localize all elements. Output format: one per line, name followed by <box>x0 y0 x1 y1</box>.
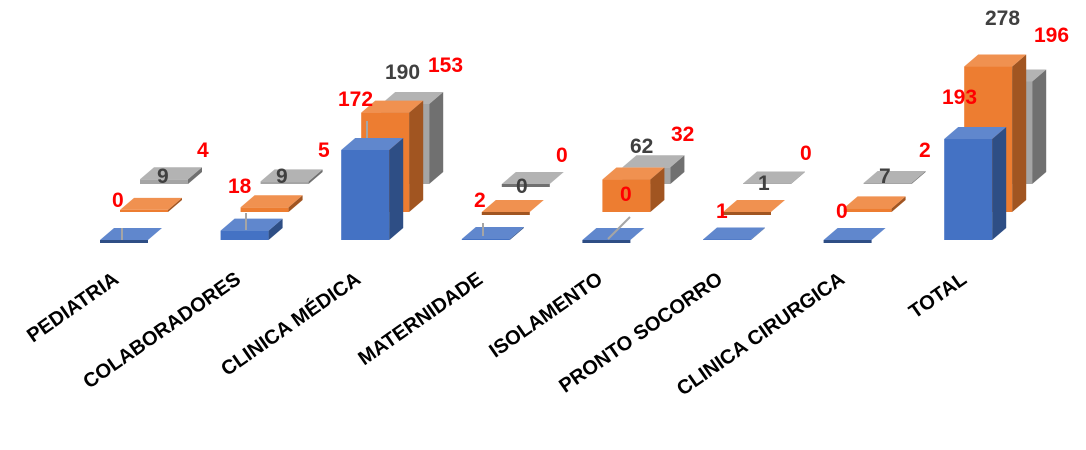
bar-total-series-1 <box>944 127 1007 240</box>
data-label: 193 <box>942 86 977 109</box>
bar-colaboradores-series-3 <box>260 169 323 184</box>
bar-pediatria-series-2 <box>120 197 182 212</box>
data-label: 2 <box>919 139 931 162</box>
category-label: PEDIATRIA <box>23 268 123 347</box>
category-label: ISOLAMENTO <box>485 268 607 362</box>
data-label: 1 <box>716 200 728 223</box>
data-label: 4 <box>197 139 209 162</box>
bar-clinica-medica-series-1 <box>341 138 404 240</box>
data-label: 196 <box>1034 24 1069 47</box>
bar-pediatria-series-3 <box>140 167 202 184</box>
data-label: 278 <box>985 7 1020 30</box>
data-label: 153 <box>428 54 463 77</box>
bar-clinica-cirurgica-series-1 <box>823 228 886 243</box>
category-label: MATERNIDADE <box>354 268 486 370</box>
bar-colaboradores-series-2 <box>240 195 303 212</box>
data-label: 172 <box>338 88 373 111</box>
bar-isolamento-series-1 <box>582 228 645 243</box>
data-label: 9 <box>157 165 169 188</box>
data-label: 9 <box>276 165 288 188</box>
data-label: 0 <box>836 200 848 223</box>
data-label: 32 <box>671 123 694 146</box>
category-label: TOTAL <box>905 268 971 323</box>
data-label: 5 <box>318 139 330 162</box>
bar-pronto-socorro-series-2 <box>723 200 785 215</box>
data-label: 18 <box>228 175 252 198</box>
data-label: 0 <box>516 175 528 198</box>
data-label: 0 <box>112 189 124 212</box>
bar-pediatria-series-1 <box>100 228 162 243</box>
data-label: 62 <box>630 135 653 158</box>
bar-pronto-socorro-series-3 <box>743 171 805 184</box>
data-label: 2 <box>474 189 486 212</box>
bar-pronto-socorro-series-1 <box>703 227 765 240</box>
data-label: 7 <box>879 165 891 188</box>
data-label: 0 <box>800 142 812 165</box>
data-label: 0 <box>556 144 568 167</box>
bar-clinica-cirurgica-series-2 <box>843 196 906 212</box>
bar-maternidade-series-2 <box>481 200 544 215</box>
data-label: 1 <box>758 172 770 195</box>
data-label: 190 <box>385 61 420 84</box>
bar-colaboradores-series-1 <box>220 218 283 240</box>
data-label: 0 <box>620 183 632 206</box>
leader-line <box>607 216 631 240</box>
bar-maternidade-series-3 <box>501 172 564 187</box>
bar-isolamento-series-2 <box>602 167 665 212</box>
bar-maternidade-series-1 <box>461 226 524 240</box>
bar-clinica-cirurgica-series-3 <box>863 170 926 184</box>
